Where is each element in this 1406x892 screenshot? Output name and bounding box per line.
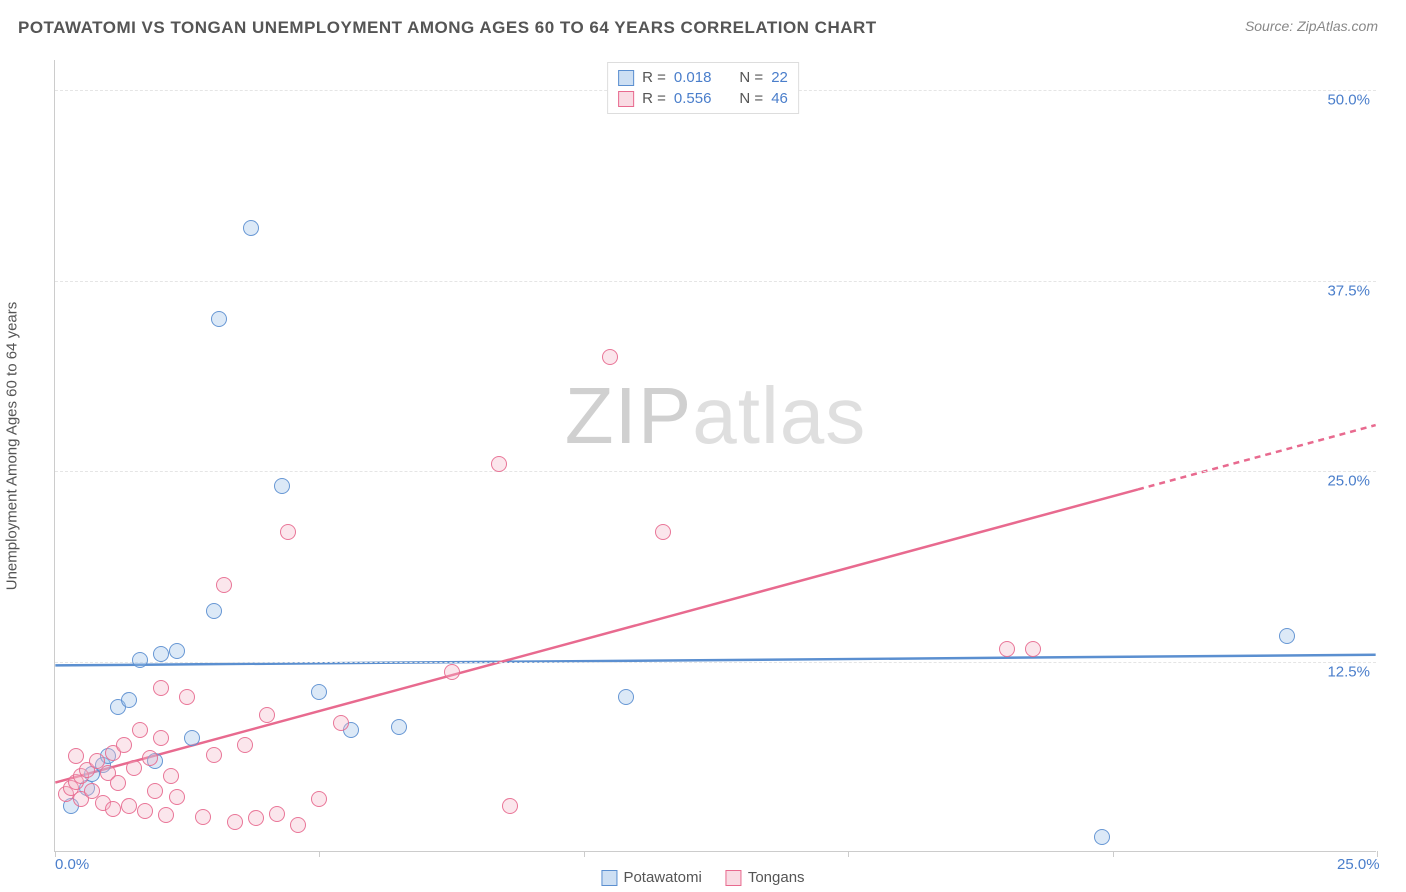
chart-title: POTAWATOMI VS TONGAN UNEMPLOYMENT AMONG … (18, 18, 877, 38)
series-legend-label: Potawatomi (623, 869, 701, 886)
watermark-light: atlas (692, 371, 866, 460)
data-point[interactable] (280, 524, 296, 540)
x-tick-label: 0.0% (55, 856, 89, 873)
x-tick-mark (848, 851, 849, 857)
data-point[interactable] (206, 603, 222, 619)
data-point[interactable] (169, 643, 185, 659)
data-point[interactable] (655, 524, 671, 540)
source-attribution: Source: ZipAtlas.com (1245, 18, 1378, 34)
legend-n-label: N = (739, 69, 763, 86)
trend-lines-svg (55, 60, 1376, 851)
data-point[interactable] (211, 311, 227, 327)
x-tick-mark (319, 851, 320, 857)
data-point[interactable] (1094, 829, 1110, 845)
data-point[interactable] (110, 775, 126, 791)
legend-r-label: R = (642, 90, 666, 107)
data-point[interactable] (311, 791, 327, 807)
data-point[interactable] (195, 809, 211, 825)
data-point[interactable] (206, 747, 222, 763)
y-tick-label: 50.0% (1327, 92, 1370, 109)
legend-swatch (618, 70, 634, 86)
x-tick-mark (1113, 851, 1114, 857)
data-point[interactable] (243, 220, 259, 236)
series-legend: Potawatomi Tongans (601, 869, 804, 886)
y-axis-label: Unemployment Among Ages 60 to 64 years (4, 302, 21, 591)
data-point[interactable] (502, 798, 518, 814)
legend-swatch (726, 870, 742, 886)
data-point[interactable] (248, 810, 264, 826)
data-point[interactable] (142, 750, 158, 766)
data-point[interactable] (216, 577, 232, 593)
data-point[interactable] (126, 760, 142, 776)
y-tick-label: 37.5% (1327, 282, 1370, 299)
grid-line (55, 662, 1376, 663)
data-point[interactable] (391, 719, 407, 735)
legend-swatch (601, 870, 617, 886)
data-point[interactable] (1279, 628, 1295, 644)
legend-r-label: R = (642, 69, 666, 86)
grid-line (55, 281, 1376, 282)
data-point[interactable] (169, 789, 185, 805)
plot-area: ZIPatlas 12.5%25.0%37.5%50.0%0.0%25.0% (54, 60, 1376, 852)
data-point[interactable] (121, 692, 137, 708)
correlation-legend-row: R = 0.018 N = 22 (618, 67, 788, 88)
data-point[interactable] (333, 715, 349, 731)
correlation-legend: R = 0.018 N = 22 R = 0.556 N = 46 (607, 62, 799, 114)
data-point[interactable] (1025, 641, 1041, 657)
data-point[interactable] (184, 730, 200, 746)
grid-line (55, 471, 1376, 472)
legend-r-value: 0.018 (674, 69, 712, 86)
series-legend-label: Tongans (748, 869, 805, 886)
data-point[interactable] (147, 783, 163, 799)
source-link[interactable]: ZipAtlas.com (1297, 18, 1378, 34)
legend-n-label: N = (739, 90, 763, 107)
watermark: ZIPatlas (565, 370, 866, 462)
legend-r-value: 0.556 (674, 90, 712, 107)
correlation-legend-row: R = 0.556 N = 46 (618, 88, 788, 109)
data-point[interactable] (179, 689, 195, 705)
chart-container: POTAWATOMI VS TONGAN UNEMPLOYMENT AMONG … (0, 0, 1406, 892)
data-point[interactable] (274, 478, 290, 494)
data-point[interactable] (153, 730, 169, 746)
legend-n-value: 22 (771, 69, 788, 86)
data-point[interactable] (444, 664, 460, 680)
series-legend-item[interactable]: Tongans (726, 869, 805, 886)
data-point[interactable] (132, 722, 148, 738)
data-point[interactable] (116, 737, 132, 753)
data-point[interactable] (269, 806, 285, 822)
trend-line (55, 655, 1375, 666)
data-point[interactable] (105, 801, 121, 817)
data-point[interactable] (311, 684, 327, 700)
data-point[interactable] (999, 641, 1015, 657)
data-point[interactable] (290, 817, 306, 833)
data-point[interactable] (132, 652, 148, 668)
data-point[interactable] (121, 798, 137, 814)
y-tick-label: 25.0% (1327, 473, 1370, 490)
data-point[interactable] (137, 803, 153, 819)
data-point[interactable] (602, 349, 618, 365)
series-legend-item[interactable]: Potawatomi (601, 869, 701, 886)
trend-line (55, 489, 1138, 782)
data-point[interactable] (491, 456, 507, 472)
data-point[interactable] (227, 814, 243, 830)
x-tick-mark (584, 851, 585, 857)
legend-n-value: 46 (771, 90, 788, 107)
y-tick-label: 12.5% (1327, 663, 1370, 680)
legend-swatch (618, 91, 634, 107)
data-point[interactable] (153, 680, 169, 696)
x-tick-label: 25.0% (1337, 856, 1380, 873)
data-point[interactable] (163, 768, 179, 784)
source-label: Source: (1245, 18, 1293, 34)
data-point[interactable] (158, 807, 174, 823)
data-point[interactable] (153, 646, 169, 662)
data-point[interactable] (237, 737, 253, 753)
data-point[interactable] (618, 689, 634, 705)
data-point[interactable] (259, 707, 275, 723)
data-point[interactable] (68, 748, 84, 764)
watermark-bold: ZIP (565, 371, 692, 460)
